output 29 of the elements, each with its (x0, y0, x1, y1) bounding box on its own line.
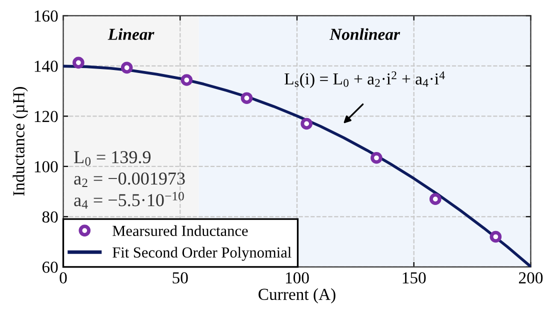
point (180, 74, 193, 86)
y-tick-label: 120 (34, 110, 58, 122)
point (240, 92, 253, 104)
y-tick-label: 60 (42, 262, 58, 273)
x-axis-title: Current (A) (258, 288, 336, 304)
y-tick-label: 100 (34, 161, 58, 172)
text: L$_{s}$(i) = L$_{0}$ + a$_{2}$·i$^{2}$ + a$_{4}$·i$^{4}$ (284, 71, 445, 88)
x-tick-label: 200 (518, 272, 543, 284)
point (370, 152, 382, 164)
point (490, 230, 502, 243)
x-tick-label: 100 (286, 272, 309, 284)
band-label: Nonlinear (329, 28, 400, 40)
y-tick-label: 80 (42, 211, 58, 223)
point (120, 62, 133, 74)
annotation: a$_{4}$ = −5.5·10$^{−10}$ (74, 192, 184, 209)
legend-label: Mearsured Inductance (112, 225, 248, 236)
x-tick-label: 150 (402, 272, 426, 284)
point (429, 193, 442, 205)
x-tick-label: 50 (172, 272, 188, 284)
point (72, 56, 84, 69)
y-tick-label: 160 (34, 10, 58, 22)
legend-label: Fit Second Order Polynomial (112, 246, 292, 261)
x-tick-label: 0 (60, 272, 67, 284)
point (300, 118, 312, 130)
annotation: L$_{0}$ = 139.9 (74, 151, 151, 166)
y-tick-label: 140 (34, 60, 58, 72)
annotation: a$_{2}$ = −0.001973 (74, 172, 185, 187)
y-axis-title: Inductance (µH) (12, 87, 28, 196)
band-label: Linear (108, 28, 154, 40)
